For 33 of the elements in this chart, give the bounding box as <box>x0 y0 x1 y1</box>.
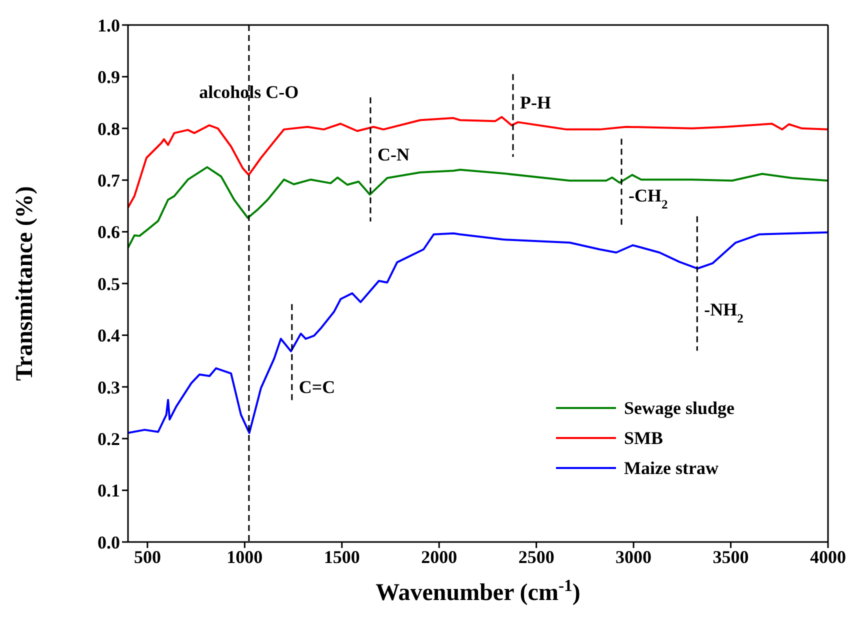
x-tick-label: 1000 <box>226 546 263 567</box>
x-tick-label: 1500 <box>324 546 360 567</box>
line-series <box>128 116 828 208</box>
line-series <box>128 231 828 434</box>
y-tick-label: 0.2 <box>98 428 120 449</box>
y-axis-title: Transmittance (%) <box>12 186 38 381</box>
y-tick-label: 0.4 <box>98 326 120 346</box>
x-tick-label: 3500 <box>712 546 749 567</box>
y-tick-label: 0.5 <box>98 274 120 294</box>
ref-line-label: C-N <box>377 144 410 164</box>
ref-line-label: -NH$_{2}$ <box>704 299 744 326</box>
y-tick-label: 0.8 <box>98 118 120 139</box>
x-tick-label: 3000 <box>616 546 652 567</box>
ref-line-label: P-H <box>520 92 551 113</box>
legend-label: SMB <box>624 428 664 448</box>
y-tick-label: 0.9 <box>98 67 120 88</box>
ref-line-label: alcohols C-O <box>199 82 299 102</box>
line-series <box>128 166 828 249</box>
y-tick-label: 0.6 <box>98 222 120 242</box>
y-tick-label: 1.0 <box>98 15 120 36</box>
x-tick-label: 500 <box>134 546 161 567</box>
y-tick-label: 0.7 <box>98 170 120 190</box>
ref-line-label: -CH$_{2}$ <box>628 186 668 212</box>
y-tick-label: 0.3 <box>98 377 120 398</box>
x-axis-title: Wavenumber (cm$^{-1}$) <box>376 576 580 606</box>
x-tick-label: 4000 <box>810 546 846 567</box>
legend-label: Maize straw <box>624 458 718 478</box>
y-tick-label: 0.0 <box>98 532 120 552</box>
x-tick-label: 2000 <box>421 546 458 567</box>
y-tick-label: 0.1 <box>98 480 120 501</box>
x-tick-label: 2500 <box>518 546 554 567</box>
legend-label: Sewage sludge <box>624 398 735 418</box>
ref-line-label: C=C <box>298 376 336 397</box>
